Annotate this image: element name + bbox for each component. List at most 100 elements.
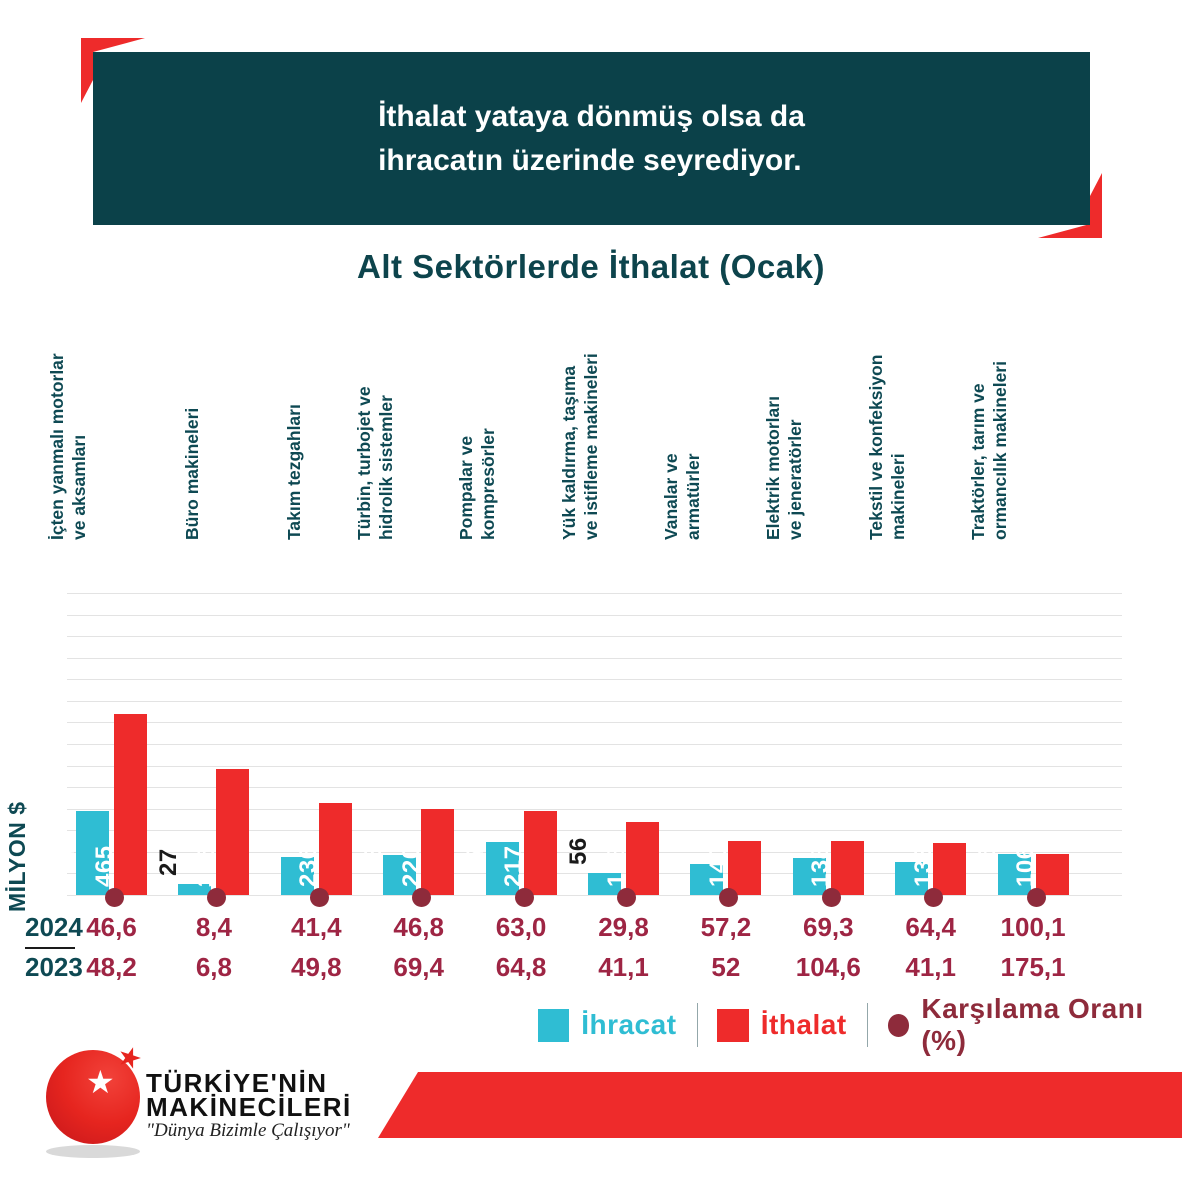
ratio-value: 52 bbox=[711, 952, 741, 982]
footer-banner bbox=[378, 1072, 1182, 1138]
bar-value-label: 217 bbox=[52, 845, 80, 887]
corner-ribbon-top-left-icon bbox=[81, 38, 145, 103]
gridline bbox=[67, 808, 1122, 810]
ratio-value: 69,4 bbox=[393, 952, 444, 982]
row-label-2024: 2024 bbox=[25, 912, 83, 942]
bar-import bbox=[318, 803, 352, 895]
ratio-value: 100,1 bbox=[1000, 912, 1066, 942]
bar-value-label: 96 bbox=[769, 859, 797, 887]
category-label: Elektrik motorları ve jeneratörler bbox=[763, 396, 806, 540]
ratio-value: 64,4 bbox=[905, 912, 956, 942]
coverage-ratio-dot bbox=[207, 887, 227, 907]
category-label: Traktörler, tarım ve ormancılık makinele… bbox=[968, 361, 1011, 540]
row-divider bbox=[25, 947, 75, 949]
category-label: Pompalar ve kompresörler bbox=[456, 428, 499, 540]
bar-value-label: 325 bbox=[192, 845, 220, 887]
legend-label: İhracat bbox=[581, 1009, 677, 1040]
gridline bbox=[67, 851, 1122, 853]
logo-star-white-icon: ★ bbox=[86, 1064, 115, 1100]
bar-import bbox=[626, 822, 659, 895]
coverage-ratio-dot bbox=[924, 887, 944, 907]
header-box: İthalat yataya dönmüş olsa da ihracatın ü… bbox=[93, 52, 1090, 225]
coverage-ratio-dot bbox=[1026, 887, 1046, 907]
gridline bbox=[67, 593, 1122, 594]
gridline bbox=[67, 722, 1122, 724]
bar-export bbox=[690, 864, 724, 895]
category-label: Tekstil ve konfeksiyon makineleri bbox=[865, 354, 908, 540]
bar-value-label: 106 bbox=[1012, 845, 1040, 887]
bar-value-label: 137 bbox=[462, 845, 490, 887]
coverage-ratio-dot bbox=[105, 887, 124, 907]
ratio-value: 8,4 bbox=[195, 912, 232, 942]
coverage-ratio-dot bbox=[412, 887, 432, 907]
bar-import bbox=[421, 809, 455, 895]
logo-shadow bbox=[46, 1145, 140, 1158]
coverage-ratio-dot bbox=[309, 887, 329, 907]
ratio-value: 49,8 bbox=[290, 952, 342, 982]
category-label: Yük kaldırma, taşıma ve istifleme makine… bbox=[558, 353, 601, 540]
category-label: Vanalar ve armatürler bbox=[660, 453, 703, 540]
row-label-2023: 2023 bbox=[25, 952, 83, 982]
ratio-value: 29,8 bbox=[598, 912, 649, 942]
brand-tagline: "Dünya Bizimle Çalışıyor" bbox=[146, 1120, 350, 1141]
corner-ribbon-bottom-right-icon bbox=[1038, 173, 1102, 238]
bar-import bbox=[728, 841, 762, 895]
bar-value-label: 85 bbox=[871, 859, 899, 887]
ratio-value: 69,3 bbox=[802, 912, 854, 942]
chart-title: Alt Sektörlerde İthalat (Ocak) bbox=[357, 248, 825, 285]
gridline bbox=[67, 636, 1122, 638]
ratio-value: 41,1 bbox=[905, 952, 956, 982]
bar-export bbox=[792, 858, 826, 895]
category-label: Büro makineleri bbox=[181, 407, 202, 540]
chart-legend: İhracat İthalat Karşılama Oranı (%) bbox=[538, 993, 1182, 1056]
bar-value-label: 188 bbox=[602, 845, 630, 887]
bar-value-label: 98 bbox=[257, 859, 285, 887]
gridline bbox=[67, 657, 1122, 659]
bar-value-label: 56 bbox=[564, 837, 592, 865]
gridline bbox=[67, 765, 1122, 767]
bar-export bbox=[280, 857, 314, 895]
category-label: Türbin, turbojet ve hidrolik sistemler bbox=[353, 386, 396, 540]
header-title-line2: ihracatın üzerinde seyrediyor. bbox=[378, 143, 802, 177]
ratio-value: 46,8 bbox=[393, 912, 444, 942]
bar-export bbox=[383, 855, 417, 895]
bar-export bbox=[895, 862, 929, 895]
coverage-ratio-dot bbox=[821, 887, 841, 907]
bar-value-label: 133 bbox=[909, 845, 937, 887]
logo-circle bbox=[46, 1050, 140, 1144]
bar-import bbox=[114, 714, 147, 895]
legend-label: İthalat bbox=[760, 1009, 847, 1040]
gridline bbox=[67, 787, 1122, 789]
ratio-value: 57,2 bbox=[700, 912, 752, 942]
gridline bbox=[67, 744, 1122, 745]
header-title-line1: İthalat yataya dönmüş olsa da bbox=[378, 99, 805, 133]
coverage-ratio-dot bbox=[719, 887, 739, 907]
header-title: İthalat yataya dönmüş olsa da ihracatın ü… bbox=[378, 95, 805, 183]
bar-import bbox=[216, 769, 250, 895]
category-label: İçten yanmalı motorlar ve aksamları bbox=[46, 353, 89, 540]
legend-swatch-ratio bbox=[887, 1013, 910, 1037]
bar-import bbox=[830, 841, 864, 895]
bar-export bbox=[485, 842, 519, 895]
bar-value-label: 140 bbox=[704, 845, 732, 887]
ratio-value: 48,2 bbox=[86, 952, 137, 982]
brand-name-line1: TÜRKİYE'NİN bbox=[146, 1068, 328, 1098]
gridline bbox=[67, 830, 1122, 832]
bar-import bbox=[1035, 854, 1069, 895]
bar-value-label: 103 bbox=[359, 845, 387, 887]
gridline bbox=[67, 895, 1122, 896]
ratio-value: 104,6 bbox=[795, 952, 861, 982]
ratio-value: 63,0 bbox=[495, 912, 547, 942]
bar-export bbox=[76, 811, 109, 895]
bar-value-label: 27 bbox=[154, 848, 182, 876]
bar-export bbox=[997, 854, 1031, 895]
category-label: Takım tezgahları bbox=[284, 404, 305, 540]
bar-export bbox=[178, 884, 212, 895]
bar-value-label: 217 bbox=[500, 845, 528, 887]
bar-value-label: 465 bbox=[90, 845, 118, 887]
bar-import bbox=[933, 843, 967, 895]
legend-swatch-import bbox=[717, 1008, 749, 1042]
coverage-ratio-dot bbox=[514, 887, 534, 907]
